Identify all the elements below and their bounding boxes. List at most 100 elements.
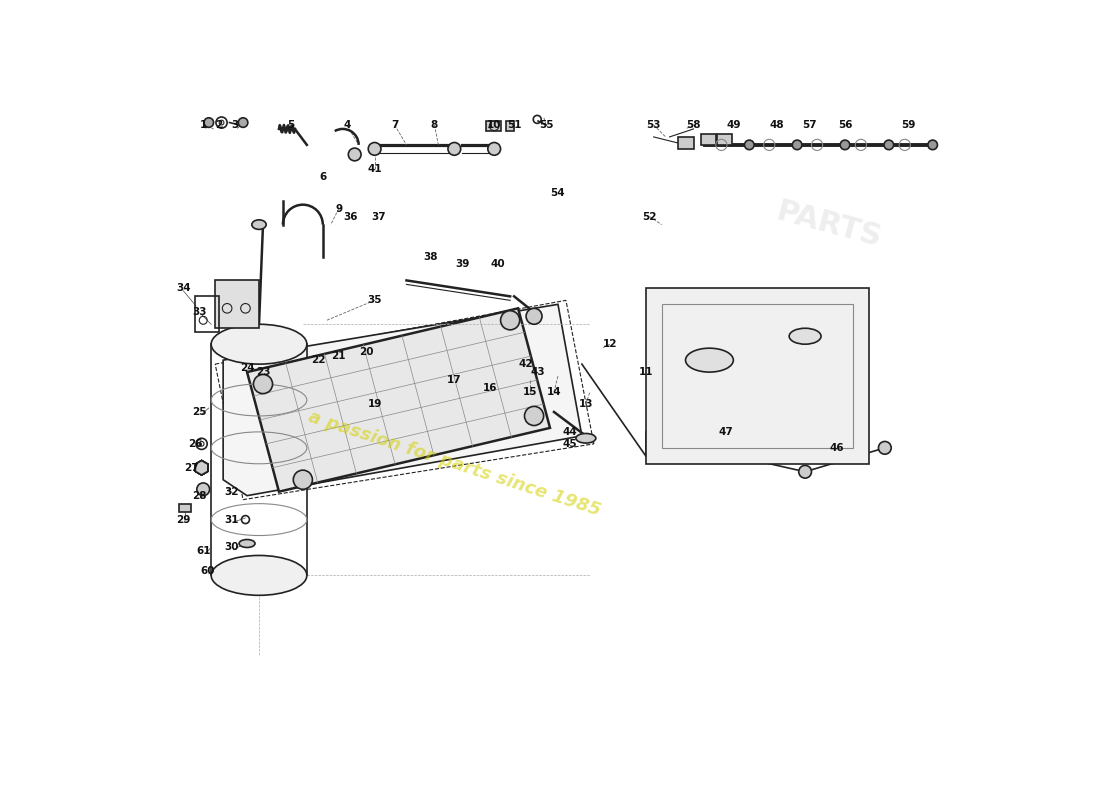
Text: 48: 48 bbox=[770, 120, 784, 130]
Circle shape bbox=[294, 470, 312, 490]
Text: 19: 19 bbox=[367, 399, 382, 409]
Text: 11: 11 bbox=[638, 367, 653, 377]
Text: 23: 23 bbox=[255, 367, 271, 377]
Circle shape bbox=[448, 142, 461, 155]
Text: 1: 1 bbox=[199, 120, 207, 130]
Text: 33: 33 bbox=[192, 307, 207, 318]
Text: 57: 57 bbox=[802, 120, 816, 130]
Circle shape bbox=[349, 148, 361, 161]
Ellipse shape bbox=[211, 555, 307, 595]
Text: 52: 52 bbox=[642, 212, 657, 222]
Text: 31: 31 bbox=[224, 514, 239, 525]
Ellipse shape bbox=[252, 220, 266, 230]
Text: 59: 59 bbox=[902, 120, 916, 130]
Circle shape bbox=[745, 140, 755, 150]
Text: 12: 12 bbox=[603, 339, 617, 349]
Text: 21: 21 bbox=[331, 351, 346, 361]
Circle shape bbox=[239, 118, 248, 127]
Text: 14: 14 bbox=[547, 387, 561, 397]
Bar bbox=[661, 304, 852, 448]
Text: 60: 60 bbox=[200, 566, 214, 577]
Text: 54: 54 bbox=[551, 188, 565, 198]
Text: 13: 13 bbox=[579, 399, 593, 409]
Text: 36: 36 bbox=[343, 212, 358, 222]
Text: 43: 43 bbox=[530, 367, 546, 377]
Circle shape bbox=[884, 140, 893, 150]
Text: 6: 6 bbox=[319, 172, 327, 182]
Text: 27: 27 bbox=[184, 462, 199, 473]
Text: 51: 51 bbox=[507, 120, 521, 130]
Text: 24: 24 bbox=[240, 363, 254, 373]
Circle shape bbox=[204, 118, 213, 127]
Text: 58: 58 bbox=[686, 120, 701, 130]
Bar bbox=[678, 137, 693, 149]
Bar bbox=[216, 281, 258, 328]
Text: 29: 29 bbox=[176, 514, 190, 525]
Text: 39: 39 bbox=[455, 259, 470, 270]
Circle shape bbox=[792, 140, 802, 150]
Text: 46: 46 bbox=[829, 443, 845, 453]
Text: 22: 22 bbox=[311, 355, 326, 365]
Polygon shape bbox=[248, 308, 550, 492]
Text: 35: 35 bbox=[367, 295, 382, 306]
Text: 61: 61 bbox=[196, 546, 210, 557]
Text: 4: 4 bbox=[343, 120, 351, 130]
Bar bbox=[486, 121, 500, 130]
Bar bbox=[702, 134, 716, 145]
Text: 41: 41 bbox=[367, 164, 382, 174]
Text: 28: 28 bbox=[192, 490, 207, 501]
Circle shape bbox=[879, 442, 891, 454]
Ellipse shape bbox=[239, 539, 255, 547]
Text: 32: 32 bbox=[224, 486, 239, 497]
Text: 3: 3 bbox=[231, 120, 239, 130]
Circle shape bbox=[197, 483, 210, 496]
Text: 56: 56 bbox=[838, 120, 853, 130]
Circle shape bbox=[799, 466, 812, 478]
Text: 30: 30 bbox=[224, 542, 239, 553]
Bar bbox=[717, 134, 732, 145]
Bar bbox=[179, 504, 191, 512]
Bar bbox=[646, 288, 869, 464]
Circle shape bbox=[840, 140, 850, 150]
Circle shape bbox=[525, 406, 543, 426]
Text: 44: 44 bbox=[562, 427, 578, 437]
Text: 25: 25 bbox=[192, 407, 207, 417]
Text: 26: 26 bbox=[188, 439, 202, 449]
Bar bbox=[195, 296, 219, 332]
Text: 5: 5 bbox=[287, 120, 295, 130]
Text: 9: 9 bbox=[336, 204, 342, 214]
Text: 37: 37 bbox=[372, 212, 386, 222]
Ellipse shape bbox=[685, 348, 734, 372]
Circle shape bbox=[500, 310, 519, 330]
Polygon shape bbox=[646, 432, 682, 456]
Text: 38: 38 bbox=[424, 251, 438, 262]
Text: 15: 15 bbox=[522, 387, 537, 397]
Text: 34: 34 bbox=[176, 283, 190, 294]
Circle shape bbox=[487, 142, 500, 155]
Polygon shape bbox=[223, 304, 582, 496]
Text: 49: 49 bbox=[726, 120, 740, 130]
Text: 47: 47 bbox=[718, 427, 733, 437]
Text: a passion for parts since 1985: a passion for parts since 1985 bbox=[306, 408, 603, 520]
Ellipse shape bbox=[789, 328, 821, 344]
Text: 55: 55 bbox=[539, 120, 553, 130]
Text: PARTS: PARTS bbox=[773, 197, 884, 253]
Bar bbox=[506, 121, 514, 130]
Text: 53: 53 bbox=[647, 120, 661, 130]
Text: 45: 45 bbox=[562, 439, 578, 449]
Circle shape bbox=[928, 140, 937, 150]
Text: 7: 7 bbox=[390, 120, 398, 130]
Text: 16: 16 bbox=[483, 383, 497, 393]
Ellipse shape bbox=[576, 434, 596, 443]
Text: 2: 2 bbox=[216, 120, 223, 130]
Text: 8: 8 bbox=[431, 120, 438, 130]
Ellipse shape bbox=[211, 324, 307, 364]
Text: 17: 17 bbox=[447, 375, 462, 385]
Circle shape bbox=[368, 142, 381, 155]
Circle shape bbox=[253, 374, 273, 394]
Text: 42: 42 bbox=[519, 359, 534, 369]
Text: 40: 40 bbox=[491, 259, 506, 270]
Text: 10: 10 bbox=[487, 120, 502, 130]
Circle shape bbox=[526, 308, 542, 324]
Text: 20: 20 bbox=[360, 347, 374, 357]
